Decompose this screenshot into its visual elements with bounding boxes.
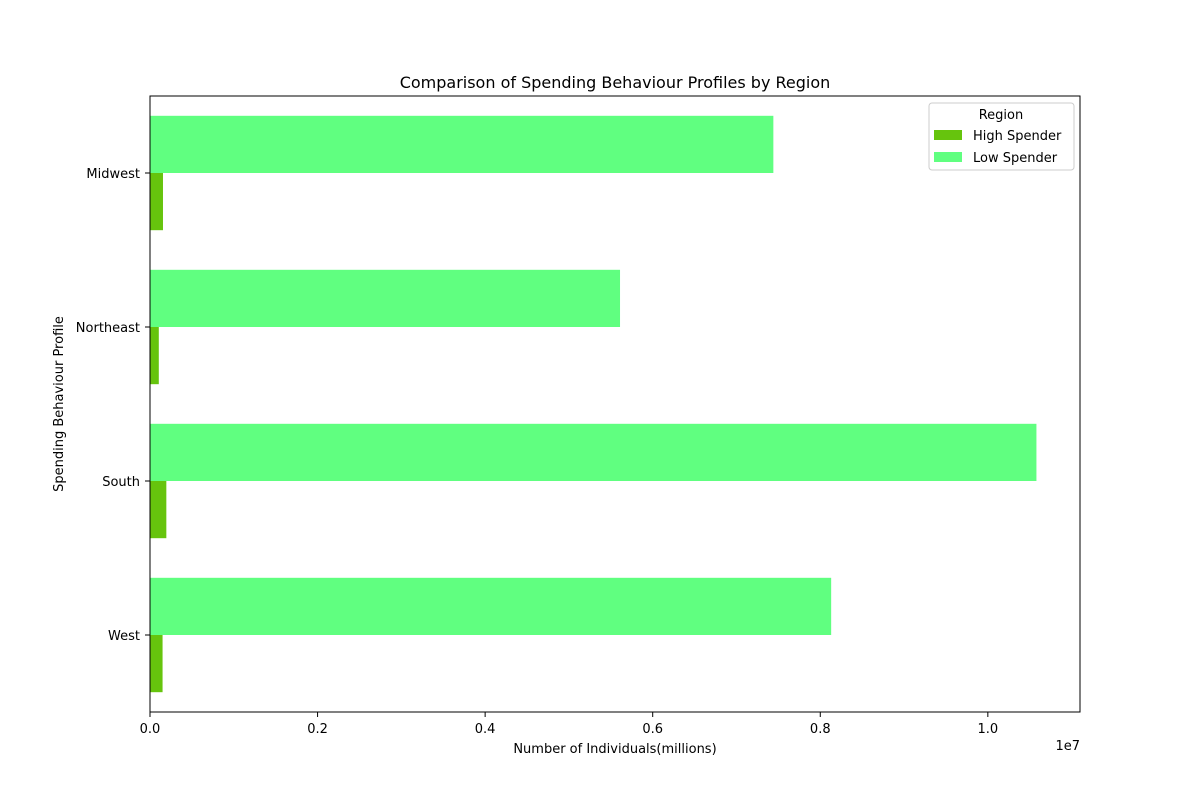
bar-high-spender-northeast [150, 327, 159, 385]
chart-title: Comparison of Spending Behaviour Profile… [400, 73, 831, 92]
legend-swatch-low-spender [934, 152, 962, 162]
x-axis-ticks: 0.0 0.2 0.4 0.6 0.8 1.0 [140, 712, 998, 737]
bar-high-spender-midwest [150, 173, 163, 231]
plot-frame [149, 95, 1081, 713]
bar-high-spender-south [150, 481, 167, 539]
legend-frame [928, 102, 1075, 171]
x-tick-label: 0.0 [140, 722, 161, 737]
legend-swatch-high-spender [934, 130, 962, 140]
x-axis-label: Number of Individuals(millions) [513, 742, 716, 757]
y-tick-label-northeast: Northeast [76, 321, 140, 336]
legend-title: Region [979, 108, 1024, 123]
legend-label-high-spender: High Spender [973, 129, 1062, 144]
x-tick-label: 0.6 [642, 722, 663, 737]
y-tick-label-south: South [102, 475, 140, 490]
legend-label-low-spender: Low Spender [973, 151, 1058, 166]
x-tick-label: 0.4 [475, 722, 496, 737]
legend: Region High Spender Low Spender [928, 102, 1075, 171]
y-axis-label: Spending Behaviour Profile [52, 316, 67, 492]
bar-low-spender-south [150, 423, 1037, 481]
bar-low-spender-northeast [150, 269, 621, 327]
bars-layer [150, 115, 1037, 693]
bar-high-spender-west [150, 635, 163, 693]
x-tick-label: 0.8 [810, 722, 831, 737]
legend-items: High Spender Low Spender [934, 129, 1062, 166]
bar-low-spender-midwest [150, 115, 774, 173]
y-axis-ticks: West South Northeast Midwest [76, 167, 150, 644]
y-tick-label-midwest: Midwest [86, 167, 140, 182]
x-tick-label: 1.0 [977, 722, 998, 737]
x-axis-offset-label: 1e7 [1055, 739, 1080, 754]
x-tick-label: 0.2 [307, 722, 328, 737]
bar-low-spender-west [150, 577, 832, 635]
y-tick-label-west: West [108, 629, 140, 644]
